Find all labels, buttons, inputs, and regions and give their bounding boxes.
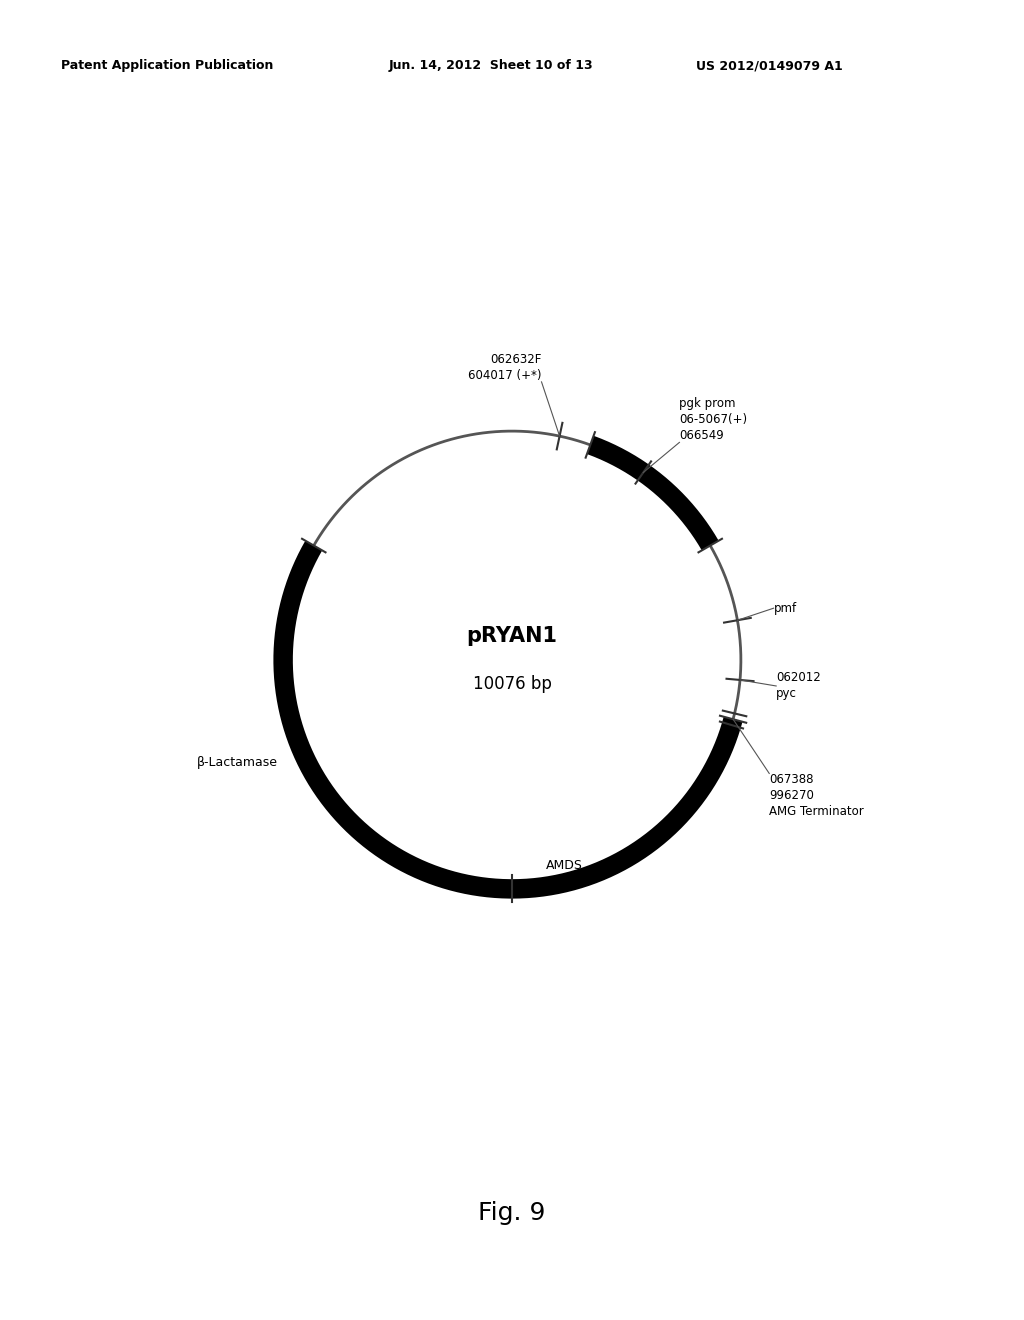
Text: 067388
996270
AMG Terminator: 067388 996270 AMG Terminator xyxy=(769,774,864,818)
Text: pgk prom
06-5067(+)
066549: pgk prom 06-5067(+) 066549 xyxy=(680,397,748,442)
Text: 10076 bp: 10076 bp xyxy=(472,675,552,693)
Text: Patent Application Publication: Patent Application Publication xyxy=(61,59,273,73)
Text: pmf: pmf xyxy=(773,602,797,615)
Text: Fig. 9: Fig. 9 xyxy=(478,1201,546,1225)
Text: β-Lactamase: β-Lactamase xyxy=(197,756,278,768)
Text: 062012
pyc: 062012 pyc xyxy=(776,672,821,701)
Text: pRYAN1: pRYAN1 xyxy=(467,626,557,645)
Text: 062632F
604017 (+*): 062632F 604017 (+*) xyxy=(468,352,542,381)
Text: AMDS: AMDS xyxy=(546,859,583,873)
Text: US 2012/0149079 A1: US 2012/0149079 A1 xyxy=(696,59,843,73)
Text: Jun. 14, 2012  Sheet 10 of 13: Jun. 14, 2012 Sheet 10 of 13 xyxy=(389,59,594,73)
